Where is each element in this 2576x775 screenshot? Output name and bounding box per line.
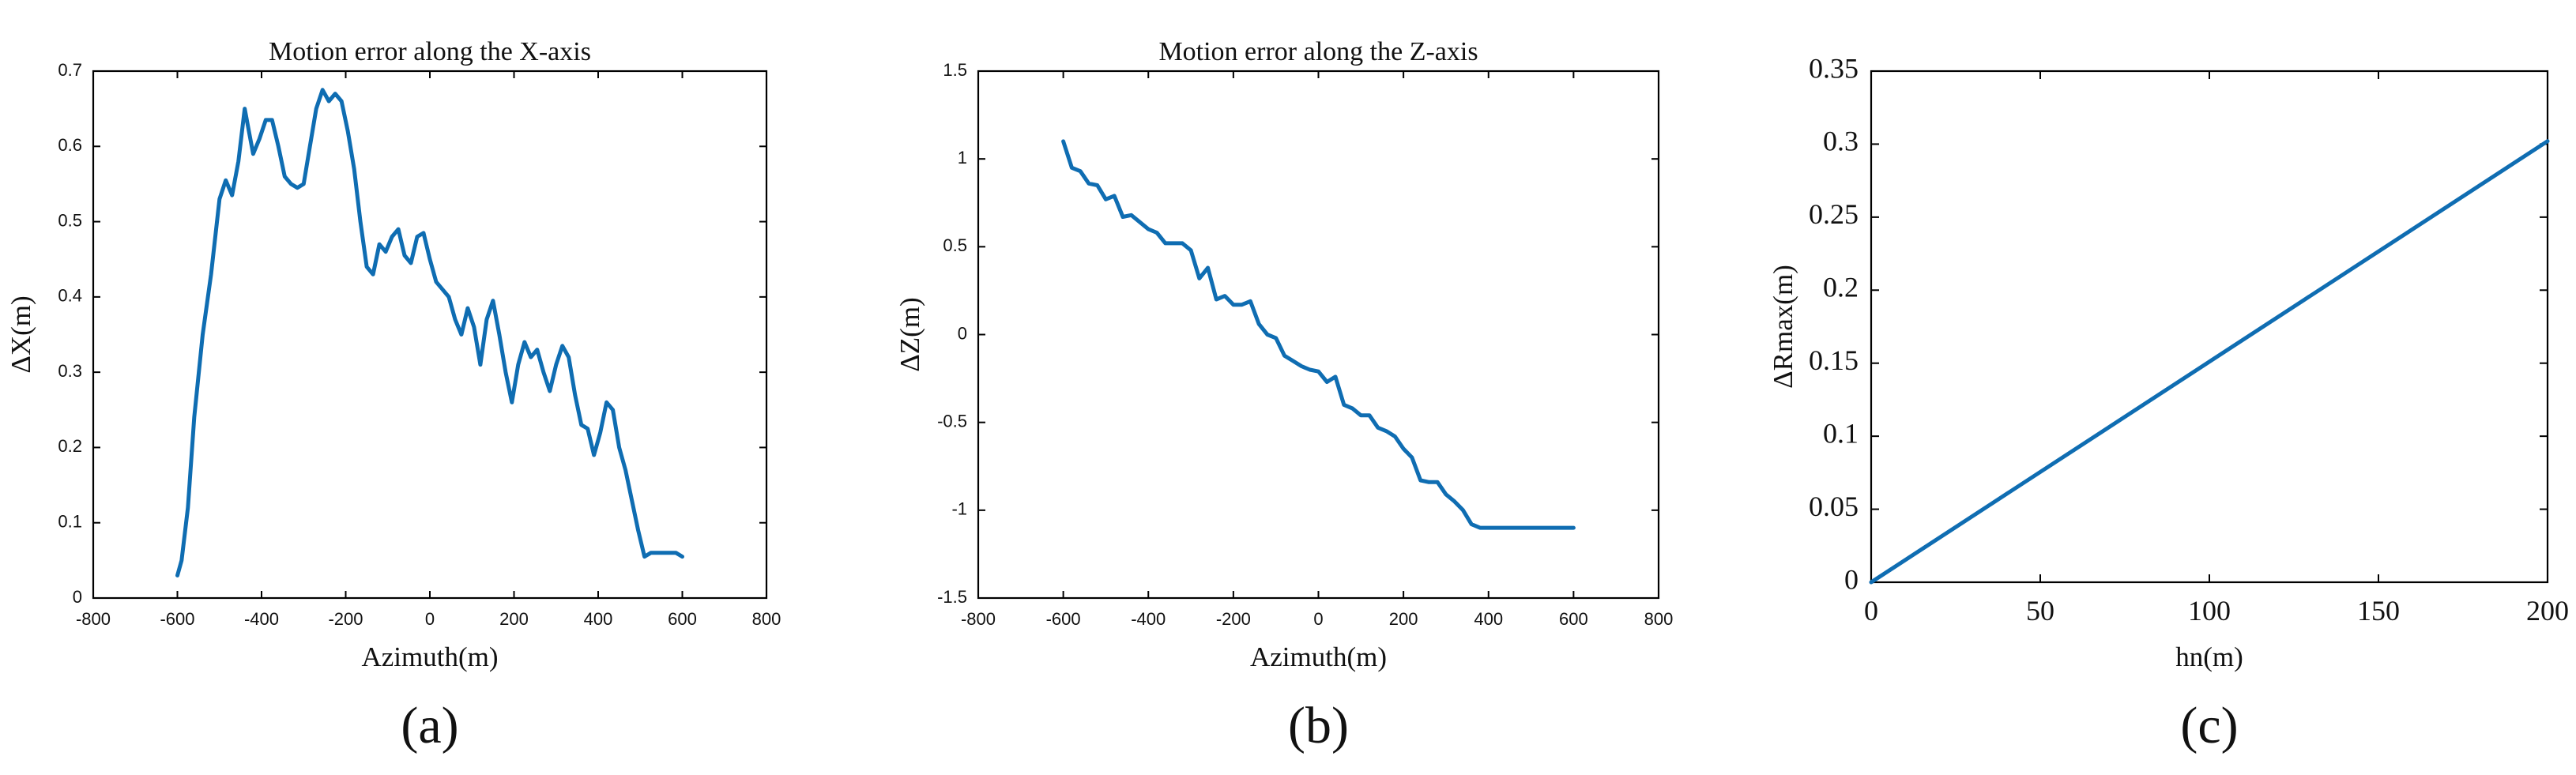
y-axis-label: ΔX(m) (6, 295, 36, 373)
y-tick-label: 0.5 (58, 210, 82, 230)
y-tick-label: 0 (73, 587, 82, 607)
x-tick-label: 0 (1313, 609, 1323, 629)
y-tick-label: 0.5 (943, 235, 967, 255)
x-tick-label: 150 (2357, 595, 2400, 626)
y-tick-label: 0.3 (58, 361, 82, 381)
x-tick-label: -200 (328, 609, 363, 629)
x-tick-label: 800 (1644, 609, 1674, 629)
series-line (1061, 139, 1576, 530)
chart-panel-3: 0 50 100 150 200 0 0.05 0.1 0.15 0.2 0.25 0.3 0.35 hn… (1768, 52, 2569, 754)
x-tick-label: -400 (244, 609, 279, 629)
y-tick-label: -1 (951, 499, 967, 519)
chart-panel-1: -800 -600 -400 -200 0 200 400 600 800 0 0.1 0.2 0.3 0… (6, 37, 781, 754)
y-tick-label: -0.5 (937, 411, 967, 431)
y-tick-label: 1.5 (943, 60, 967, 80)
y-tick-label: 0 (1844, 563, 1859, 595)
x-tick-label: -600 (1046, 609, 1081, 629)
y-tick-label: 0.2 (1823, 272, 1859, 303)
y-tick-label: 0.35 (1809, 52, 1859, 84)
x-tick-label: 200 (499, 609, 529, 629)
x-axis-label: Azimuth(m) (1250, 641, 1387, 672)
x-tick-label: -600 (160, 609, 194, 629)
plot-frame (977, 70, 1660, 600)
y-tick-label: -1.5 (937, 587, 967, 607)
y-tick-label: 0.15 (1809, 344, 1859, 376)
x-tick-label: 400 (584, 609, 613, 629)
y-axis-label: ΔZ(m) (894, 297, 925, 371)
y-tick-label: 1 (958, 148, 967, 167)
x-tick-label: 400 (1474, 609, 1503, 629)
x-tick-label: 200 (2526, 595, 2569, 626)
y-tick-label: 0.1 (1823, 417, 1859, 449)
x-tick-label: 800 (752, 609, 781, 629)
x-tick-label: 0 (425, 609, 435, 629)
x-tick-label: -800 (961, 609, 996, 629)
series-line (175, 88, 684, 577)
x-axis-label: hn(m) (2175, 641, 2243, 672)
y-tick-label: 0.4 (58, 286, 82, 306)
y-tick-label: 0.25 (1809, 198, 1859, 230)
x-tick-label: 200 (1389, 609, 1418, 629)
plot-frame (1870, 70, 2549, 584)
panel-label: (b) (1288, 697, 1349, 754)
y-axis-label: ΔRmax(m) (1768, 265, 1798, 389)
plot-frame (92, 70, 768, 600)
y-tick-label: 0.05 (1809, 491, 1859, 522)
panel-label: (a) (401, 697, 458, 754)
chart-title: Motion error along the X-axis (269, 37, 591, 66)
y-tick-label: 0 (958, 323, 967, 343)
x-tick-label: 50 (2026, 595, 2054, 626)
x-tick-label: -200 (1216, 609, 1251, 629)
panel-label: (c) (2180, 697, 2238, 754)
x-tick-label: -800 (76, 609, 111, 629)
x-tick-label: 600 (1559, 609, 1588, 629)
x-tick-label: 600 (668, 609, 697, 629)
y-tick-label: 0.6 (58, 135, 82, 155)
chart-panel-2: -800 -600 -400 -200 0 200 400 600 800 -1.5 -1 -0.5 0… (894, 37, 1673, 754)
y-tick-label: 0.7 (58, 60, 82, 80)
chart-title: Motion error along the Z-axis (1158, 37, 1478, 66)
x-tick-label: 100 (2188, 595, 2231, 626)
y-tick-label: 0.3 (1823, 126, 1859, 157)
x-axis-label: Azimuth(m) (361, 641, 498, 672)
y-tick-label: 0.1 (58, 512, 82, 532)
x-tick-label: -400 (1131, 609, 1166, 629)
x-tick-label: 0 (1864, 595, 1878, 626)
series-line (1869, 139, 2550, 585)
y-tick-label: 0.2 (58, 436, 82, 456)
